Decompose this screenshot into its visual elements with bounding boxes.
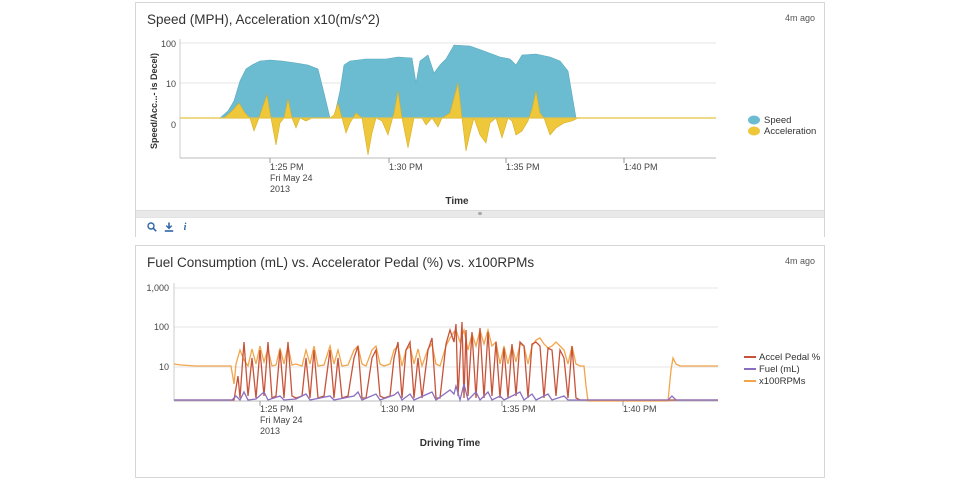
resize-handle[interactable] bbox=[136, 210, 824, 217]
fuel-consumption-panel: Fuel Consumption (mL) vs. Accelerator Pe… bbox=[135, 245, 825, 478]
x-tick-label: 1:25 PM bbox=[270, 162, 304, 172]
speed-acceleration-chart: 100 10 0 1:25 PM Fri May 24 2013 1:30 PM… bbox=[149, 39, 816, 207]
panel-toolbar: i bbox=[136, 217, 824, 238]
legend-label: Acceleration bbox=[764, 126, 816, 137]
x-year-label: 2013 bbox=[270, 184, 290, 194]
search-icon[interactable] bbox=[146, 222, 158, 234]
acceleration-area bbox=[214, 82, 579, 156]
fuel-rpm-chart: 1,000 100 10 1:25 PM Fri May 24 2013 1:3… bbox=[146, 283, 821, 449]
legend-label: Speed bbox=[764, 115, 791, 126]
panel-title: Fuel Consumption (mL) vs. Accelerator Pe… bbox=[147, 255, 535, 270]
x-tick-label: 1:40 PM bbox=[624, 162, 658, 172]
x-year-label: 2013 bbox=[260, 426, 280, 436]
legend: Speed Acceleration bbox=[748, 115, 816, 137]
x-tick-label: 1:35 PM bbox=[506, 162, 540, 172]
x-date-label: Fri May 24 bbox=[260, 415, 303, 425]
legend-swatch-acceleration bbox=[748, 126, 760, 136]
y-tick-label: 10 bbox=[166, 79, 176, 89]
x-tick-label: 1:30 PM bbox=[389, 162, 423, 172]
download-icon[interactable] bbox=[163, 222, 175, 234]
y-tick-label: 1,000 bbox=[146, 283, 169, 293]
x-tick-label: 1:25 PM bbox=[260, 404, 294, 414]
speed-acceleration-panel: Speed (MPH), Acceleration x10(m/s^2) 4m … bbox=[135, 2, 825, 238]
y-tick-label: 100 bbox=[154, 322, 169, 332]
accel-pedal-line bbox=[174, 321, 718, 401]
x-axis-title: Driving Time bbox=[420, 438, 481, 449]
x-axis-title: Time bbox=[445, 196, 469, 207]
panel-title: Speed (MPH), Acceleration x10(m/s^2) bbox=[147, 12, 380, 27]
speed-area bbox=[219, 44, 577, 119]
y-tick-label: 100 bbox=[161, 39, 176, 49]
x-tick-label: 1:30 PM bbox=[381, 404, 415, 414]
legend-label: Accel Pedal % bbox=[759, 352, 821, 363]
legend-swatch-speed bbox=[748, 115, 760, 125]
x-tick-label: 1:40 PM bbox=[623, 404, 657, 414]
x-tick-label: 1:35 PM bbox=[502, 404, 536, 414]
legend-label: Fuel (mL) bbox=[759, 364, 800, 375]
y-axis-title: Speed/Acc...- is Decel) bbox=[149, 53, 159, 149]
legend: Accel Pedal % Fuel (mL) x100RPMs bbox=[744, 352, 821, 387]
panel-age: 4m ago bbox=[784, 13, 815, 23]
x-date-label: Fri May 24 bbox=[270, 173, 313, 183]
info-icon[interactable]: i bbox=[183, 222, 187, 233]
fuel-line bbox=[174, 383, 718, 403]
y-tick-label: 0 bbox=[171, 120, 176, 130]
y-tick-label: 10 bbox=[159, 362, 169, 372]
panel-age: 4m ago bbox=[784, 256, 815, 266]
legend-label: x100RPMs bbox=[759, 376, 806, 387]
resize-grip[interactable] bbox=[478, 212, 482, 215]
